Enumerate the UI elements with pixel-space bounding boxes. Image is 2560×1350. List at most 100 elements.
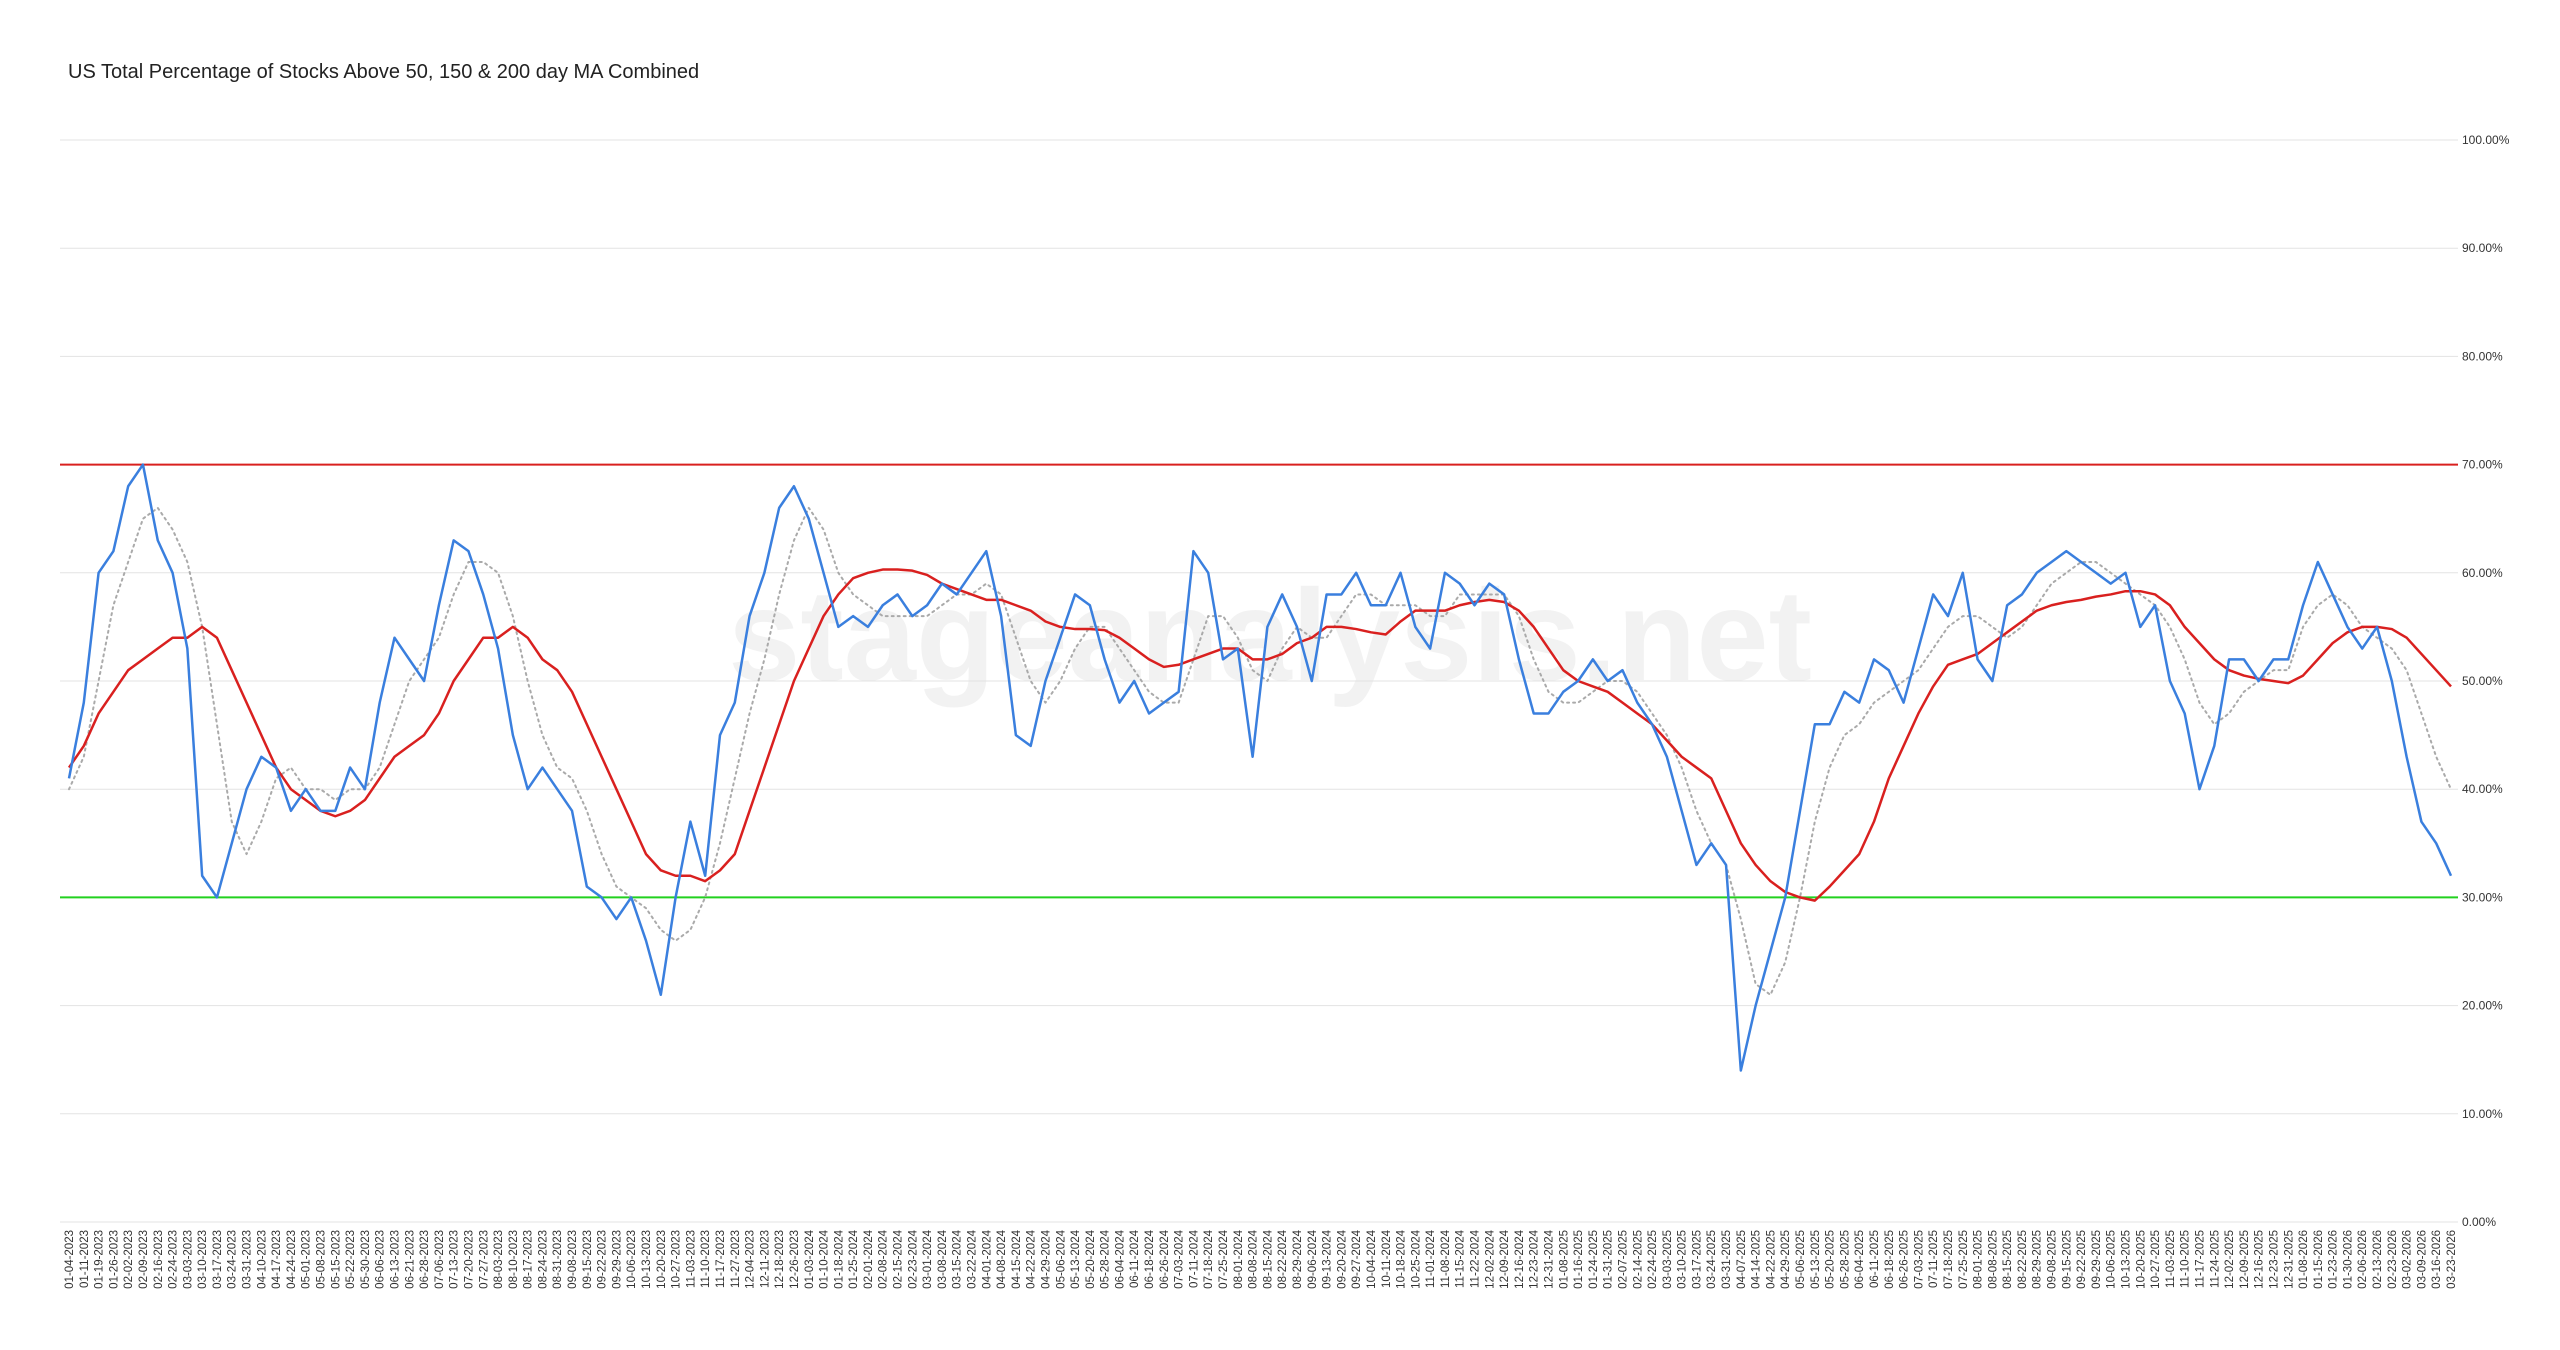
x-tick-label: 12-31-2025	[2283, 1230, 2295, 1289]
y-tick-label: 70.00%	[2462, 458, 2503, 472]
y-tick-label: 50.00%	[2462, 674, 2503, 688]
x-tick-label: 12-04-2023	[745, 1230, 757, 1289]
x-tick-label: 09-22-2023	[597, 1230, 609, 1289]
x-tick-label: 01-26-2023	[108, 1230, 120, 1289]
x-tick-label: 07-18-2024	[1203, 1229, 1215, 1288]
x-tick-label: 06-18-2024	[1144, 1229, 1156, 1288]
x-tick-label: 09-13-2024	[1322, 1229, 1334, 1288]
x-tick-label: 05-13-2024	[1070, 1229, 1082, 1288]
x-tick-label: 03-03-2023	[182, 1230, 194, 1289]
x-tick-label: 10-04-2024	[1366, 1229, 1378, 1288]
x-tick-label: 12-11-2023	[759, 1230, 771, 1288]
x-tick-label: 10-13-2025	[2121, 1230, 2133, 1289]
y-tick-label: 20.00%	[2462, 999, 2503, 1013]
x-tick-label: 07-03-2024	[1174, 1229, 1186, 1288]
series-line	[68, 506, 2452, 996]
x-tick-label: 11-01-2024	[1425, 1229, 1437, 1288]
y-tick-label: 100.00%	[2462, 133, 2510, 147]
x-tick-label: 06-04-2025	[1854, 1230, 1866, 1289]
x-tick-label: 03-09-2026	[2416, 1230, 2428, 1289]
x-tick-label: 08-15-2025	[2002, 1230, 2014, 1289]
x-tick-label: 07-06-2023	[434, 1230, 446, 1289]
x-tick-label: 01-19-2023	[94, 1230, 106, 1289]
x-tick-label: 02-23-2026	[2387, 1230, 2399, 1289]
x-tick-label: 01-15-2026	[2313, 1230, 2325, 1289]
x-tick-label: 03-01-2024	[922, 1229, 934, 1288]
x-tick-label: 01-30-2026	[2342, 1230, 2354, 1289]
x-tick-label: 08-24-2023	[537, 1230, 549, 1289]
x-tick-label: 04-07-2025	[1736, 1230, 1748, 1289]
y-tick-label: 10.00%	[2462, 1107, 2503, 1121]
x-tick-label: 05-01-2023	[301, 1230, 313, 1289]
x-tick-label: 05-28-2024	[1100, 1229, 1112, 1288]
x-tick-label: 12-09-2024	[1499, 1229, 1511, 1288]
x-tick-label: 10-06-2025	[2106, 1230, 2118, 1289]
x-tick-label: 09-20-2024	[1336, 1229, 1348, 1288]
x-tick-label: 12-16-2024	[1514, 1229, 1526, 1288]
x-tick-label: 09-29-2023	[611, 1230, 623, 1289]
x-tick-label: 08-15-2024	[1262, 1229, 1274, 1288]
x-tick-label: 11-10-2023	[700, 1230, 712, 1288]
x-tick-label: 01-31-2025	[1603, 1230, 1615, 1289]
x-tick-label: 03-02-2026	[2402, 1230, 2414, 1289]
x-tick-label: 10-06-2023	[626, 1230, 638, 1289]
x-tick-label: 03-23-2026	[2446, 1230, 2458, 1289]
x-tick-label: 03-31-2023	[242, 1230, 254, 1289]
x-tick-label: 08-29-2024	[1292, 1229, 1304, 1288]
x-tick-label: 10-27-2023	[671, 1230, 683, 1289]
x-tick-label: 10-11-2024	[1381, 1229, 1393, 1288]
x-tick-label: 08-29-2025	[2032, 1230, 2044, 1289]
x-tick-label: 05-20-2024	[1085, 1229, 1097, 1288]
x-tick-label: 11-15-2024	[1455, 1229, 1467, 1288]
x-tick-label: 03-24-2023	[227, 1230, 239, 1289]
x-tick-label: 10-13-2023	[641, 1230, 653, 1289]
x-tick-label: 08-08-2024	[1248, 1229, 1260, 1288]
x-tick-label: 03-17-2025	[1691, 1230, 1703, 1289]
x-tick-label: 02-14-2025	[1632, 1230, 1644, 1289]
x-tick-label: 03-31-2025	[1721, 1230, 1733, 1289]
x-tick-label: 07-13-2023	[449, 1230, 461, 1289]
x-tick-label: 06-13-2023	[389, 1230, 401, 1289]
x-tick-label: 09-08-2025	[2047, 1230, 2059, 1289]
x-tick-label: 02-06-2026	[2357, 1230, 2369, 1289]
x-tick-label: 01-16-2025	[1573, 1230, 1585, 1289]
x-tick-label: 06-28-2023	[419, 1230, 431, 1289]
x-tick-label: 02-07-2025	[1617, 1230, 1629, 1289]
y-tick-label: 80.00%	[2462, 349, 2503, 363]
x-tick-label: 08-31-2023	[552, 1230, 564, 1289]
x-tick-label: 07-11-2025	[1928, 1230, 1940, 1288]
series-line	[67, 568, 2452, 902]
x-tick-label: 09-29-2025	[2091, 1230, 2103, 1289]
x-tick-label: 06-04-2024	[1114, 1229, 1126, 1288]
y-tick-label: 90.00%	[2462, 241, 2503, 255]
y-tick-label: 60.00%	[2462, 566, 2503, 580]
x-tick-label: 07-11-2024	[1188, 1229, 1200, 1288]
x-tick-label: 02-02-2023	[123, 1230, 135, 1289]
x-tick-label: 05-08-2023	[316, 1230, 328, 1289]
x-tick-label: 04-24-2023	[286, 1230, 298, 1289]
x-tick-label: 12-31-2024	[1544, 1229, 1556, 1288]
x-tick-label: 02-01-2024	[863, 1229, 875, 1288]
x-tick-label: 05-22-2023	[345, 1230, 357, 1289]
watermark: stageanalysis.net	[728, 562, 1812, 708]
x-tick-label: 01-10-2024	[819, 1229, 831, 1288]
x-tick-label: 07-18-2025	[1943, 1230, 1955, 1289]
x-tick-label: 09-08-2023	[567, 1230, 579, 1289]
x-tick-label: 09-06-2024	[1307, 1229, 1319, 1288]
x-tick-label: 01-11-2023	[79, 1230, 91, 1288]
y-tick-label: 30.00%	[2462, 890, 2503, 904]
x-tick-label: 04-08-2024	[996, 1229, 1008, 1288]
x-tick-label: 05-20-2025	[1825, 1230, 1837, 1289]
x-tick-label: 03-22-2024	[966, 1229, 978, 1288]
x-tick-label: 02-13-2026	[2372, 1230, 2384, 1289]
x-tick-label: 08-10-2023	[508, 1230, 520, 1289]
x-tick-label: 06-21-2023	[404, 1230, 416, 1289]
x-tick-label: 04-29-2025	[1780, 1230, 1792, 1289]
x-tick-label: 12-09-2025	[2239, 1230, 2251, 1289]
series-line	[67, 463, 2453, 1072]
x-tick-label: 12-02-2025	[2224, 1230, 2236, 1289]
x-tick-label: 04-22-2025	[1765, 1230, 1777, 1289]
x-tick-label: 11-17-2025	[2194, 1230, 2206, 1288]
x-tick-label: 01-18-2024	[833, 1229, 845, 1288]
x-tick-label: 09-15-2023	[582, 1230, 594, 1289]
